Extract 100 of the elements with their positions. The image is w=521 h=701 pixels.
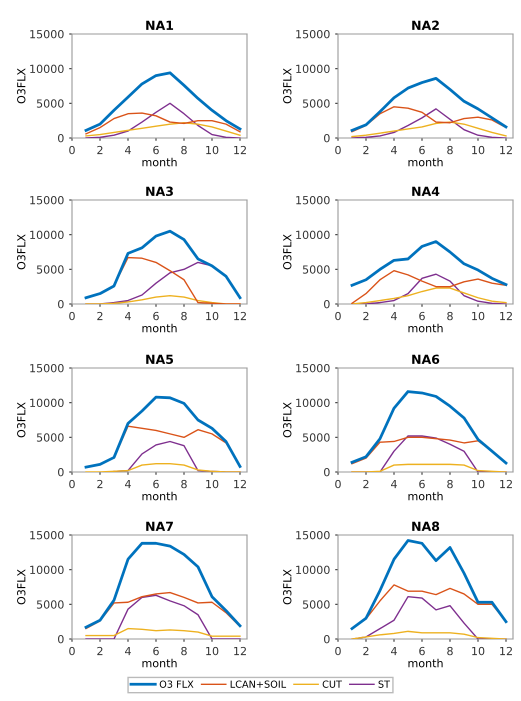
y-tick-label: 5000: [36, 600, 64, 609]
chart-title: NA4: [412, 186, 440, 196]
x-tick-label: 6: [419, 646, 425, 656]
x-tick-label: 6: [153, 312, 159, 320]
x-tick-label: 10: [206, 146, 218, 154]
chart-title: NA2: [412, 20, 439, 30]
x-tick-label: 8: [181, 312, 187, 320]
x-tick-label: 4: [125, 312, 131, 320]
y-tick-label: 10000: [30, 64, 64, 74]
x-tick-label: 0: [69, 312, 75, 320]
line-series: [84, 396, 242, 469]
x-axis-title: month: [142, 324, 177, 332]
x-tick-label: 0: [335, 480, 341, 488]
x-tick-label: 12: [500, 646, 512, 656]
line-series: [350, 76, 508, 132]
line-series: [351, 121, 507, 138]
line-series: [85, 112, 241, 135]
x-tick-label: 8: [447, 646, 453, 656]
y-tick-label: 15000: [296, 530, 330, 540]
x-tick-label: 2: [363, 146, 368, 154]
x-tick-label: 2: [363, 646, 368, 656]
x-tick-label: 10: [472, 480, 484, 488]
y-tick-label: 5000: [302, 433, 330, 442]
y-tick-label: 0: [324, 634, 330, 644]
x-tick-label: 10: [206, 646, 218, 656]
chart-title: NA7: [146, 522, 173, 531]
y-tick-label: 10000: [30, 230, 64, 240]
y-tick-label: 5000: [302, 99, 330, 108]
y-tick-label: 10000: [296, 64, 330, 74]
x-tick-label: 2: [97, 312, 102, 320]
x-tick-label: 0: [69, 646, 75, 656]
x-tick-label: 10: [472, 312, 484, 320]
line-series: [351, 287, 507, 304]
chart-title: NA6: [412, 354, 440, 364]
x-tick-label: 12: [234, 480, 246, 488]
y-tick-label: 10000: [296, 230, 330, 240]
y-tick-label: 15000: [30, 530, 64, 540]
y-tick-label: 0: [58, 134, 64, 142]
x-tick-label: 12: [234, 312, 246, 320]
x-tick-label: 10: [472, 146, 484, 154]
line-series: [350, 539, 508, 630]
y-tick-label: 5000: [36, 265, 64, 274]
line-series: [351, 630, 507, 639]
y-tick-label: 10000: [30, 398, 64, 408]
y-tick-label: 15000: [296, 196, 330, 204]
x-axis-title: month: [142, 492, 177, 500]
legend-label: ST: [378, 680, 390, 688]
chart-title: NA3: [146, 186, 173, 196]
y-axis-title: O3FLX: [283, 569, 292, 604]
y-axis-title: O3FLX: [283, 234, 292, 270]
line-series: [85, 462, 241, 472]
legend-label: LCAN+SOIL: [230, 680, 286, 688]
x-tick-label: 4: [125, 646, 131, 656]
y-tick-label: 0: [324, 468, 330, 476]
legend-label: O3 FLX: [160, 680, 194, 688]
x-tick-label: 6: [153, 480, 159, 488]
y-axis-title: O3FLX: [17, 402, 26, 438]
x-tick-label: 8: [181, 480, 187, 488]
x-tick-label: 2: [97, 146, 102, 154]
x-tick-label: 10: [206, 480, 218, 488]
x-tick-label: 2: [97, 646, 102, 656]
x-tick-label: 12: [234, 646, 246, 656]
y-tick-label: 5000: [36, 433, 64, 442]
x-tick-label: 0: [335, 312, 341, 320]
y-tick-label: 15000: [30, 30, 64, 38]
x-tick-label: 8: [181, 146, 187, 154]
x-axis-title: month: [408, 324, 443, 332]
line-series: [85, 594, 241, 639]
x-tick-label: 0: [69, 480, 75, 488]
chart-title: NA1: [146, 20, 174, 30]
x-tick-label: 12: [500, 480, 512, 488]
x-tick-label: 4: [391, 312, 397, 320]
y-axis-title: O3FLX: [283, 68, 292, 104]
x-tick-label: 2: [363, 312, 368, 320]
x-tick-label: 8: [181, 646, 187, 656]
line-series: [84, 230, 242, 300]
chart-title: NA5: [146, 354, 174, 364]
x-tick-label: 2: [97, 480, 102, 488]
x-tick-label: 0: [69, 146, 75, 154]
y-tick-label: 0: [58, 634, 64, 644]
x-tick-label: 6: [419, 312, 425, 320]
x-tick-label: 12: [234, 146, 246, 154]
x-tick-label: 4: [391, 146, 397, 154]
x-tick-label: 6: [153, 146, 159, 154]
x-axis-title: month: [408, 492, 443, 500]
x-tick-label: 0: [335, 146, 341, 154]
line-series: [350, 240, 508, 287]
y-tick-label: 10000: [296, 566, 330, 574]
y-tick-label: 15000: [30, 196, 64, 204]
x-tick-label: 8: [447, 312, 453, 320]
x-tick-label: 4: [391, 480, 397, 488]
y-tick-label: 10000: [296, 398, 330, 408]
legend-label: CUT: [322, 680, 342, 688]
line-series: [85, 628, 241, 637]
y-tick-label: 0: [324, 300, 330, 308]
line-series: [350, 390, 508, 464]
y-tick-label: 10000: [30, 566, 64, 574]
y-axis-title: O3FLX: [17, 569, 26, 604]
x-tick-label: 4: [391, 646, 397, 656]
x-tick-label: 0: [335, 646, 341, 656]
